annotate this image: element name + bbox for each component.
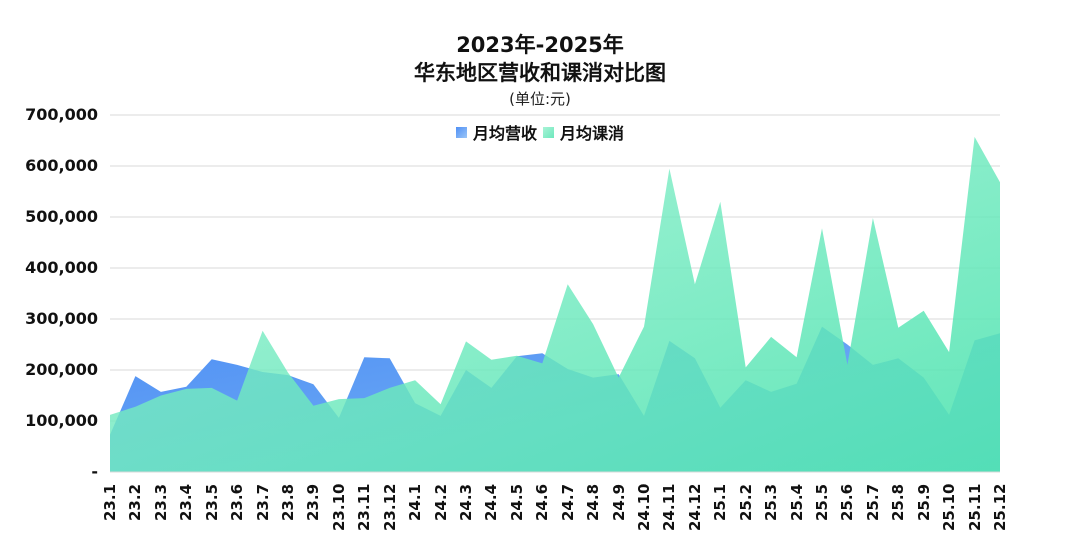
x-tick-label: 24.7 [558, 483, 577, 521]
y-tick-label: 200,000 [25, 360, 98, 379]
x-tick-label: 24.12 [685, 483, 704, 531]
x-tick-label: 23.2 [126, 483, 145, 521]
y-tick-label: 500,000 [25, 207, 98, 226]
x-tick-label: 25.6 [838, 483, 857, 521]
y-tick-label: 700,000 [25, 105, 98, 124]
y-tick-label: 100,000 [25, 411, 98, 430]
x-tick-label: 24.6 [533, 483, 552, 521]
x-tick-label: 25.5 [813, 483, 831, 521]
x-tick-label: 23.5 [202, 483, 221, 521]
x-tick-label: 23.3 [151, 483, 170, 521]
x-tick-label: 25.4 [787, 483, 806, 521]
legend: 月均营收 月均课消 [0, 120, 1080, 144]
x-tick-label: 25.10 [940, 483, 959, 531]
x-tick-label: 23.8 [279, 483, 297, 521]
x-tick-label: 25.8 [889, 483, 908, 521]
y-tick-label: 400,000 [25, 258, 98, 277]
x-tick-label: 23.11 [355, 483, 374, 531]
x-tick-label: 23.6 [228, 483, 247, 521]
x-tick-label: 23.7 [253, 483, 272, 521]
legend-item-revenue[interactable]: 月均营收 [455, 120, 537, 144]
x-tick-label: 23.9 [304, 483, 323, 521]
x-tick-label: 24.2 [431, 483, 450, 521]
chart-title-line2: 华东地区营收和课消对比图 [414, 61, 666, 85]
y-tick-label: - [91, 462, 98, 481]
x-tick-label: 24.8 [584, 483, 603, 521]
legend-item-consumption[interactable]: 月均课消 [543, 120, 624, 144]
x-tick-label: 23.10 [329, 483, 348, 531]
x-tick-label: 25.1 [711, 483, 730, 521]
x-tick-label: 23.4 [177, 483, 196, 521]
x-tick-label: 24.3 [457, 483, 475, 521]
x-tick-label: 25.9 [914, 483, 933, 521]
x-tick-label: 24.4 [482, 483, 501, 521]
x-tick-label: 25.11 [965, 483, 984, 531]
x-tick-label: 25.12 [991, 483, 1009, 531]
chart-title-line1: 2023年-2025年 [456, 33, 624, 57]
x-tick-label: 24.5 [507, 483, 526, 521]
x-tick-label: 23.1 [101, 483, 119, 521]
x-tick-label: 23.12 [380, 483, 399, 531]
consumption-swatch-icon [543, 126, 554, 138]
x-tick-label: 25.7 [863, 483, 882, 521]
chart-unit-label: (单位:元) [509, 90, 571, 108]
x-tick-label: 25.2 [736, 483, 755, 521]
y-tick-label: 300,000 [25, 309, 98, 328]
y-tick-label: 600,000 [25, 156, 98, 175]
legend-label-revenue: 月均营收 [472, 124, 537, 143]
x-tick-label: 24.1 [406, 483, 425, 521]
revenue-swatch-icon [455, 126, 467, 138]
consumption-area [110, 136, 1000, 472]
x-tick-label: 25.3 [762, 483, 781, 521]
x-tick-label: 24.10 [635, 483, 653, 531]
legend-label-consumption: 月均课消 [560, 124, 625, 143]
x-tick-label: 24.9 [609, 483, 628, 521]
x-tick-label: 24.11 [660, 483, 679, 531]
